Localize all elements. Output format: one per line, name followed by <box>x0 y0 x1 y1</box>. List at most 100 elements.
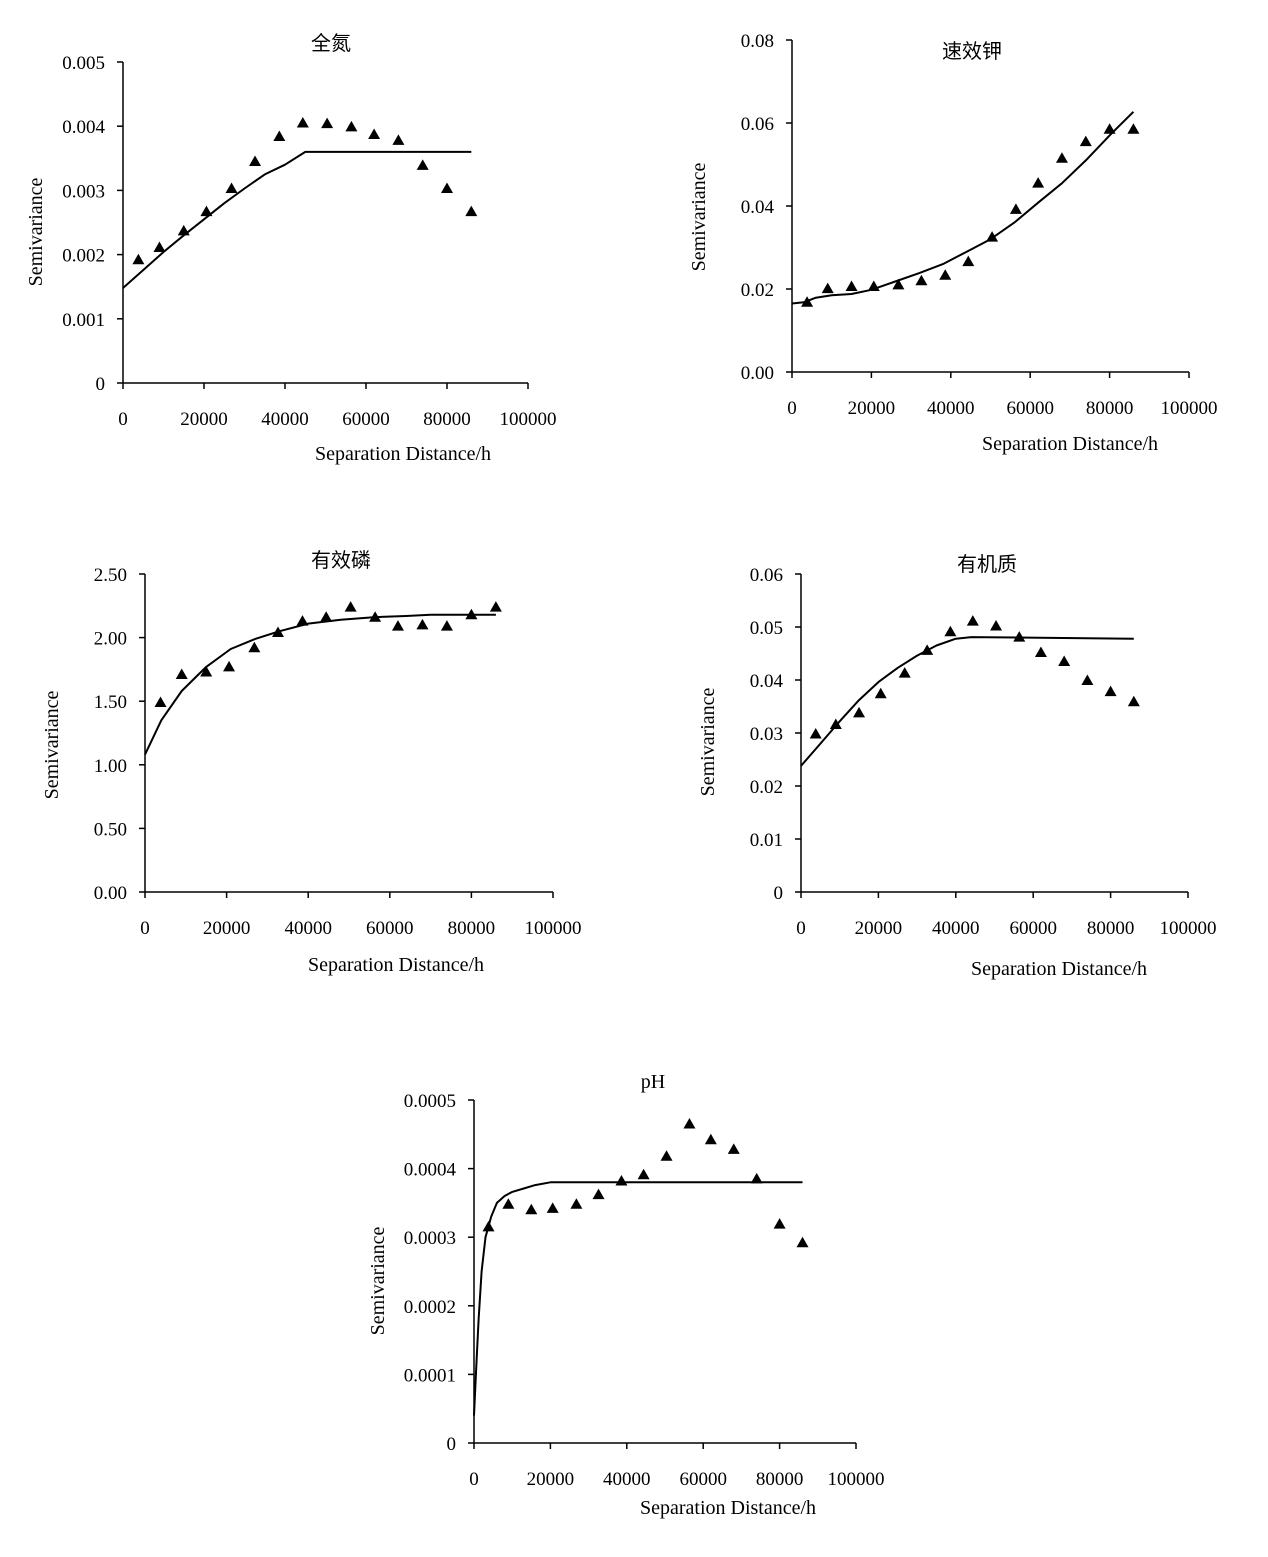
x-tick-label: 80000 <box>756 1469 804 1490</box>
y-tick-label: 0.0004 <box>404 1160 457 1181</box>
x-tick-label: 100000 <box>828 1469 885 1490</box>
data-point-triangle <box>1055 152 1068 163</box>
chart-panel-1: 0 0.001 0.002 0.003 0.004 0.005 0 20000 40000 600… <box>25 32 557 465</box>
model-fit-line <box>791 111 1135 305</box>
data-point-triangle <box>345 120 358 132</box>
chart-title: 速效钾 <box>942 40 1002 63</box>
data-point-triangle <box>416 618 429 630</box>
y-tick-label: 0.01 <box>750 830 783 851</box>
x-tick-label: 100000 <box>1160 918 1217 939</box>
x-tick-label: 100000 <box>1161 398 1218 419</box>
data-point-triangle <box>175 668 188 679</box>
x-tick-label: 80000 <box>423 409 471 430</box>
chart-panel-4: 0 0.01 0.02 0.03 0.04 0.05 0.06 0 20000 40000 6000… <box>697 553 1217 980</box>
chart-panel-3: 0.00 0.50 1.00 1.50 2.00 2.50 0 20000 40000 60000… <box>41 549 582 976</box>
data-point-triangle <box>944 625 957 637</box>
chart-title: 有效磷 <box>311 549 371 572</box>
data-point-triangle <box>416 159 429 170</box>
x-tick-label: 60000 <box>679 1469 727 1490</box>
y-tick-label: 0.005 <box>62 53 105 74</box>
y-tick-label: 0.02 <box>741 280 774 301</box>
y-tick-label: 0.00 <box>94 883 127 904</box>
data-point-triangle <box>615 1174 628 1186</box>
y-tick-label: 1.00 <box>94 756 127 777</box>
data-point-triangle <box>939 269 952 280</box>
data-point-triangle <box>990 619 1003 631</box>
x-tick-label: 100000 <box>525 918 582 939</box>
model-fit-line <box>144 613 496 756</box>
data-point-triangle <box>1081 674 1094 686</box>
model-fit-line <box>473 1181 803 1416</box>
data-point-triangle <box>892 278 905 290</box>
x-tick-label: 20000 <box>527 1469 575 1490</box>
data-point-triangle <box>1009 203 1022 214</box>
y-tick-label: 0.06 <box>741 114 774 135</box>
y-tick-label: 0.50 <box>94 819 127 840</box>
data-point-triangle <box>392 134 405 145</box>
data-point-triangle <box>368 128 381 140</box>
data-point-triangle <box>966 615 979 626</box>
data-point-triangle <box>441 182 453 193</box>
x-tick-label: 60000 <box>366 918 414 939</box>
data-point-triangle <box>874 687 887 699</box>
y-axis-label: Semivariance <box>41 690 63 799</box>
x-tick-label: 40000 <box>261 409 309 430</box>
y-tick-label: 0.05 <box>750 618 783 639</box>
y-tick-label: 0.04 <box>741 197 775 218</box>
y-tick-label: 0.08 <box>741 31 774 52</box>
y-tick-label: 0.002 <box>62 246 105 267</box>
data-point-triangle <box>915 274 928 286</box>
data-point-triangle <box>248 641 261 653</box>
data-point-triangle <box>1032 177 1045 188</box>
x-tick-label: 0 <box>140 918 150 939</box>
x-tick-label: 40000 <box>932 918 980 939</box>
chart-panel-2: 0.00 0.02 0.04 0.06 0.08 0 20000 40000 60000 8000… <box>688 31 1218 455</box>
data-point-triangle <box>525 1203 538 1215</box>
x-tick-label: 40000 <box>927 398 975 419</box>
chart-title: 有机质 <box>957 553 1017 576</box>
data-point-triangle <box>391 620 404 631</box>
x-tick-label: 40000 <box>284 918 332 939</box>
x-tick-label: 80000 <box>448 918 496 939</box>
y-tick-label: 2.50 <box>94 565 127 586</box>
x-tick-label: 20000 <box>180 409 228 430</box>
data-point-triangle <box>321 117 334 129</box>
data-point-triangle <box>1127 695 1140 707</box>
y-tick-label: 0 <box>96 374 106 395</box>
y-axis-label: Semivariance <box>25 177 47 286</box>
data-point-triangle <box>660 1150 673 1161</box>
y-tick-label: 0.003 <box>62 181 105 202</box>
x-tick-label: 100000 <box>500 409 557 430</box>
y-axis-label: Semivariance <box>688 162 710 271</box>
x-tick-label: 0 <box>796 918 806 939</box>
data-point-triangle <box>177 224 190 236</box>
data-point-triangle <box>296 615 309 626</box>
data-point-triangle <box>489 601 502 612</box>
y-tick-label: 0.0003 <box>404 1228 456 1249</box>
data-point-triangle <box>809 728 822 739</box>
data-point-triangle <box>1034 646 1047 657</box>
data-point-triangle <box>546 1202 559 1213</box>
data-point-triangle <box>344 601 357 612</box>
y-tick-label: 0.00 <box>741 363 774 384</box>
data-point-triangle <box>320 611 333 622</box>
data-point-triangle <box>821 282 834 294</box>
y-tick-label: 2.00 <box>94 629 127 650</box>
data-point-triangle <box>853 706 866 718</box>
y-tick-label: 1.50 <box>94 692 127 713</box>
y-tick-label: 0.0002 <box>404 1297 456 1318</box>
data-point-triangle <box>200 205 213 217</box>
chart-title: pH <box>641 1071 665 1093</box>
data-point-triangle <box>223 660 236 672</box>
data-point-triangle <box>153 241 166 253</box>
data-point-triangle <box>502 1198 515 1209</box>
y-tick-label: 0.04 <box>750 671 784 692</box>
data-point-triangle <box>200 665 213 677</box>
data-point-triangle <box>1013 631 1026 642</box>
x-tick-label: 0 <box>469 1469 479 1490</box>
x-axis-label: Separation Distance/h <box>308 954 484 976</box>
y-tick-label: 0.004 <box>62 117 105 138</box>
y-tick-label: 0.0005 <box>404 1091 456 1112</box>
chart-title: 全氮 <box>311 32 351 55</box>
